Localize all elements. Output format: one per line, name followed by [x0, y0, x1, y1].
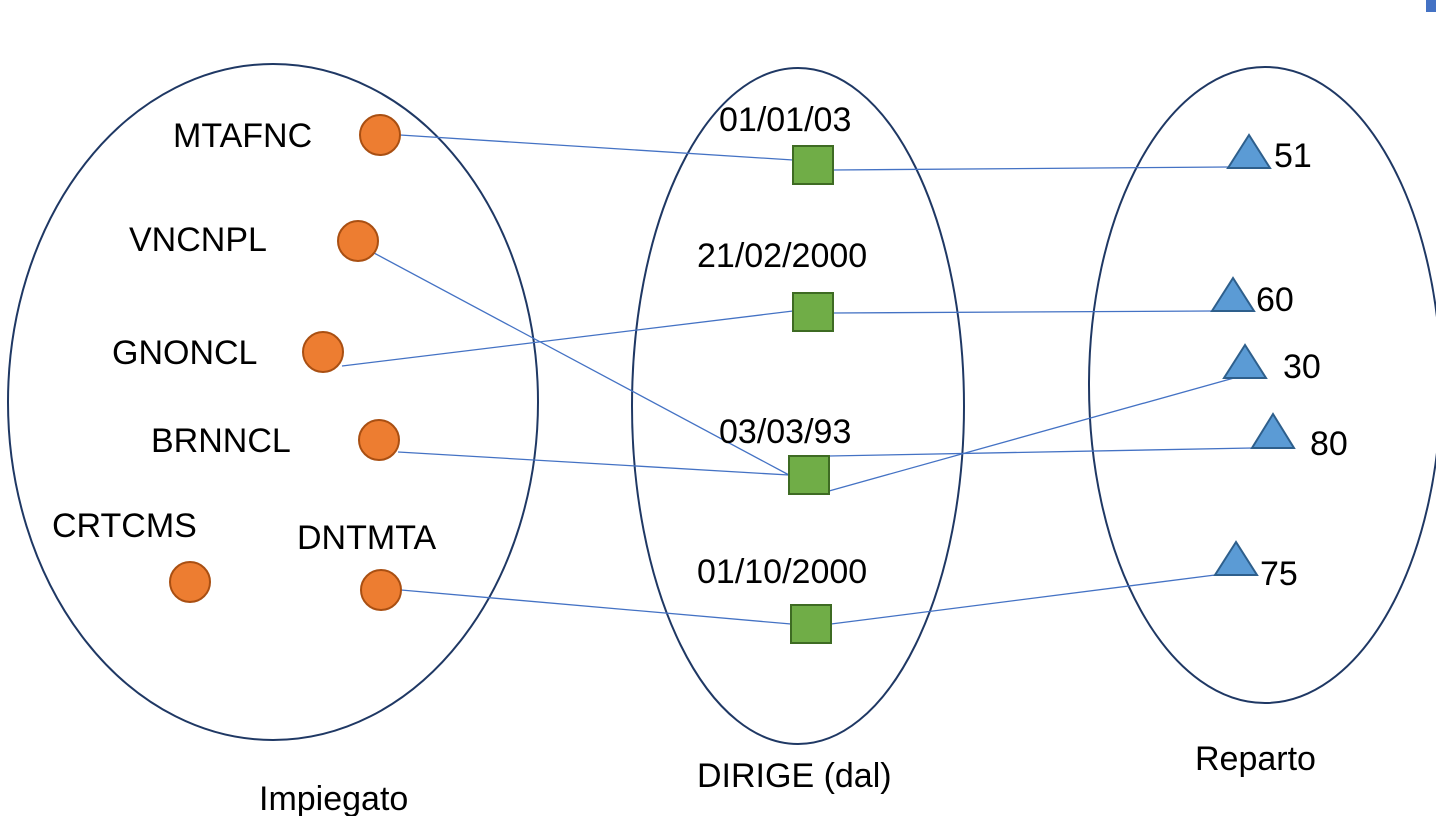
department-d1: 60 — [1210, 276, 1294, 319]
relationship-node — [792, 145, 834, 185]
link-line-employee-e3-r2 — [397, 451, 790, 476]
link-line-employee-e1-r2 — [373, 252, 790, 476]
relationship-node — [790, 604, 832, 644]
employee-e2: GNONCL — [112, 331, 344, 373]
department-node — [1226, 133, 1272, 169]
relationship-r1: 21/02/2000 — [697, 237, 867, 332]
link-line-employee-e5-r3 — [400, 589, 792, 625]
link-line-employee-e0-r0 — [399, 134, 794, 161]
employee-e0: MTAFNC — [173, 114, 401, 156]
employee-label: GNONCL — [112, 334, 257, 372]
employee-node — [337, 220, 379, 262]
department-label: 60 — [1256, 281, 1294, 319]
relationship-r3: 01/10/2000 — [697, 553, 867, 644]
employee-label: MTAFNC — [173, 117, 312, 155]
department-node — [1213, 540, 1259, 576]
link-line-department-r0-d0 — [832, 166, 1229, 171]
employee-node — [360, 569, 402, 611]
employee-label: CRTCMS — [52, 507, 197, 545]
department-label: 51 — [1274, 137, 1312, 175]
employee-e3: BRNNCL — [151, 419, 400, 461]
department-node — [1250, 412, 1296, 449]
department-node — [1222, 343, 1268, 379]
impiegato-set-title: Impiegato — [259, 780, 408, 816]
department-label: 75 — [1260, 555, 1298, 593]
relationship-date-label: 01/01/03 — [719, 101, 851, 139]
employee-label: DNTMTA — [297, 519, 436, 557]
links-layer — [341, 134, 1253, 625]
department-node — [1210, 276, 1256, 312]
link-line-department-r1-d1 — [832, 310, 1213, 314]
relationship-r0: 01/01/03 — [719, 101, 851, 185]
employee-node — [302, 331, 344, 373]
employee-e5: DNTMTA — [297, 519, 436, 611]
employee-e1: VNCNPL — [129, 220, 379, 262]
employee-e4: CRTCMS — [52, 507, 211, 603]
link-line-department-r2-d3 — [828, 447, 1253, 457]
impiegato-set-ellipse — [7, 63, 539, 741]
relationship-node — [788, 455, 830, 495]
reparto-set-ellipse — [1088, 66, 1436, 704]
department-d2: 30 — [1222, 343, 1321, 386]
employee-node — [169, 561, 211, 603]
department-label: 80 — [1310, 425, 1348, 463]
department-d3: 80 — [1250, 412, 1348, 463]
department-d4: 75 — [1213, 540, 1298, 593]
reparto-set-title: Reparto — [1195, 740, 1316, 778]
relationship-node — [792, 292, 834, 332]
department-label: 30 — [1283, 348, 1321, 386]
link-line-department-r2-d2 — [828, 377, 1235, 492]
dirige-set-title: DIRIGE (dal) — [697, 757, 892, 795]
relationship-date-label: 21/02/2000 — [697, 237, 867, 275]
relationship-date-label: 03/03/93 — [719, 413, 851, 451]
department-d0: 51 — [1226, 133, 1312, 175]
relationship-date-label: 01/10/2000 — [697, 553, 867, 591]
link-line-employee-e2-r1 — [341, 310, 794, 367]
employee-label: VNCNPL — [129, 221, 267, 259]
relationship-r2: 03/03/93 — [719, 413, 851, 495]
corner-accent — [1426, 0, 1436, 12]
dirige-set-ellipse — [631, 67, 965, 745]
employee-node — [359, 114, 401, 156]
link-line-department-r3-d4 — [830, 574, 1216, 625]
employee-label: BRNNCL — [151, 422, 291, 460]
employee-node — [358, 419, 400, 461]
